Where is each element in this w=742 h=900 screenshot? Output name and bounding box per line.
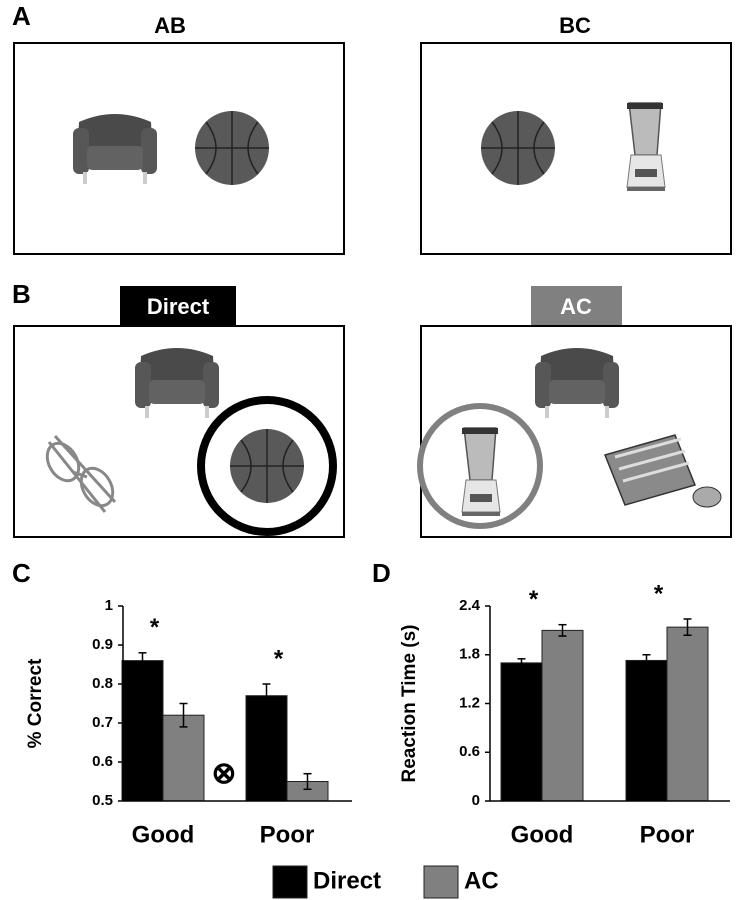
bar xyxy=(500,662,543,802)
legend-label: Direct xyxy=(313,867,381,894)
blender-image xyxy=(626,102,666,192)
interaction-symbol: ⊗ xyxy=(211,757,236,790)
ball-image xyxy=(229,428,305,504)
legend-swatch xyxy=(272,865,308,899)
error-bar xyxy=(517,658,526,668)
y-tick-label: 0.6 xyxy=(92,753,113,770)
choice-circle xyxy=(417,403,543,529)
panel-label: D xyxy=(372,558,391,588)
panel-label: B xyxy=(12,279,31,309)
error-bar xyxy=(683,618,692,636)
y-axis-label: % Correct xyxy=(25,658,46,748)
y-tick-label: 0.8 xyxy=(92,675,113,692)
y-tick-label: 0.5 xyxy=(92,792,113,809)
panel-title: AC xyxy=(560,294,592,319)
x-tick-label: Poor xyxy=(640,821,695,848)
x-tick-label: Good xyxy=(511,821,574,848)
chair-image xyxy=(135,348,219,418)
significance-mark: * xyxy=(274,645,284,672)
error-bar xyxy=(179,702,188,728)
y-tick-label: 0.6 xyxy=(459,743,480,760)
ball-image xyxy=(194,110,270,186)
label-box xyxy=(120,286,236,326)
error-bar xyxy=(138,652,147,670)
bar xyxy=(625,659,668,802)
error-bar xyxy=(262,683,271,709)
y-axis-label: Reaction Time (s) xyxy=(399,624,420,782)
error-bar xyxy=(642,654,651,667)
panel-title: AB xyxy=(154,13,186,38)
panel-title: BC xyxy=(559,13,591,38)
display-frame xyxy=(420,42,732,255)
glasses-image xyxy=(39,434,121,514)
error-bar xyxy=(558,623,567,637)
display-frame xyxy=(420,325,732,538)
y-tick-label: 1.8 xyxy=(459,646,480,663)
significance-mark: * xyxy=(150,614,160,641)
x-tick-label: Poor xyxy=(260,821,315,848)
bar xyxy=(121,660,164,802)
significance-mark: * xyxy=(654,580,664,607)
blender-image xyxy=(461,427,501,517)
significance-mark: * xyxy=(529,586,539,613)
panel-label: C xyxy=(12,558,31,588)
label-box xyxy=(531,286,622,326)
bar xyxy=(666,626,709,802)
bar xyxy=(245,695,288,802)
legend-label: AC xyxy=(464,867,499,894)
y-tick-label: 2.4 xyxy=(459,597,481,614)
display-frame xyxy=(13,42,345,255)
panel-title: Direct xyxy=(147,294,210,319)
display-frame xyxy=(13,325,345,538)
shaker-image xyxy=(603,433,723,509)
bar xyxy=(162,714,205,802)
x-tick-label: Good xyxy=(132,821,195,848)
y-tick-label: 1.2 xyxy=(459,694,480,711)
y-tick-label: 1 xyxy=(105,597,113,614)
legend-swatch xyxy=(423,865,459,899)
bar xyxy=(541,629,584,802)
choice-circle xyxy=(197,396,337,536)
chair-image xyxy=(535,348,619,418)
chair-image xyxy=(73,114,157,184)
y-tick-label: 0 xyxy=(472,792,480,809)
panel-label: A xyxy=(12,1,31,31)
error-bar xyxy=(303,772,312,791)
y-tick-label: 0.7 xyxy=(92,714,113,731)
y-tick-label: 0.9 xyxy=(92,636,113,653)
ball-image xyxy=(480,110,556,186)
